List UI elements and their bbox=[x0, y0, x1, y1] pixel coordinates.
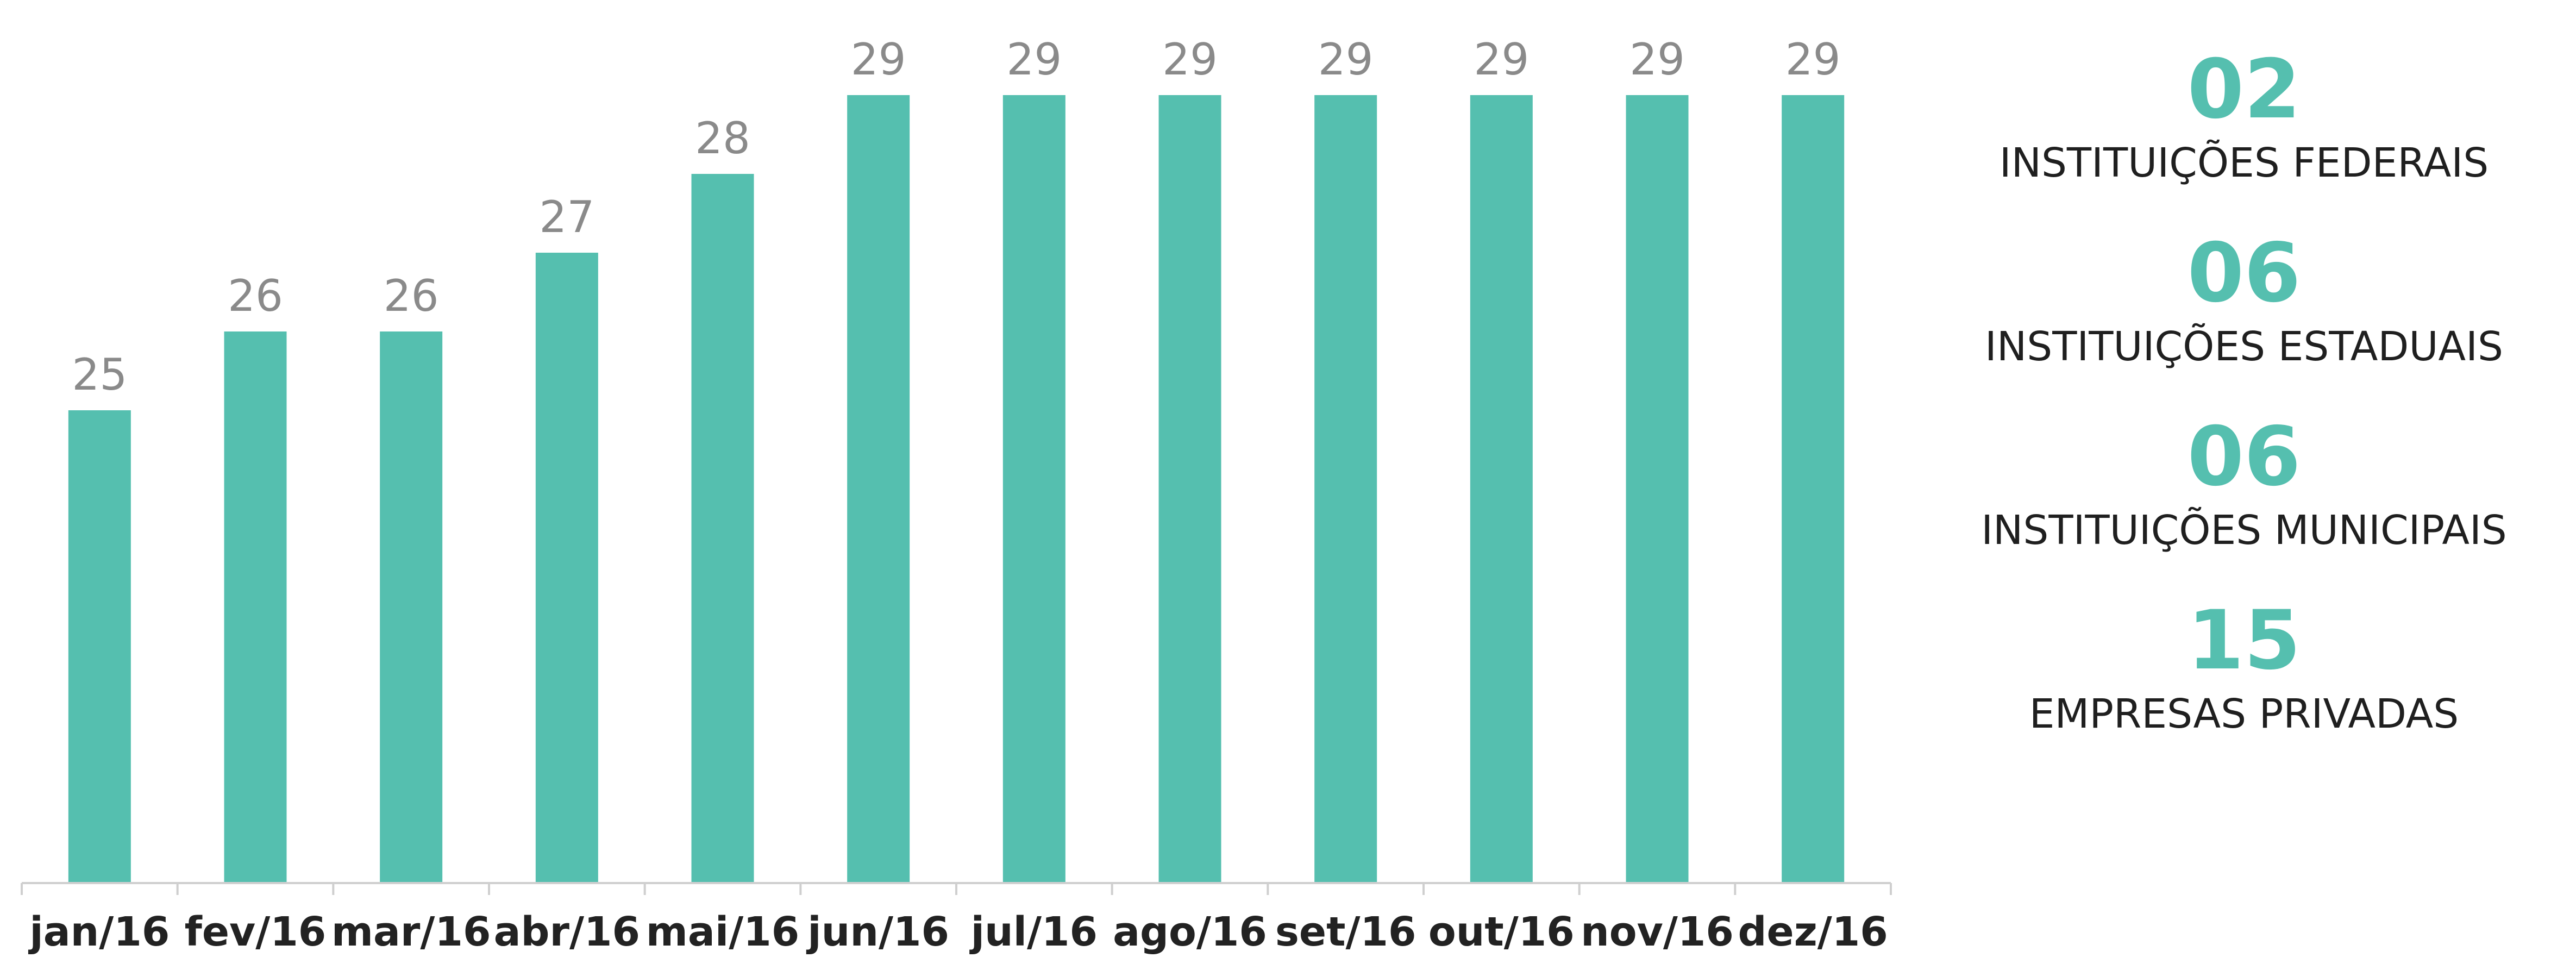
bar-value-label: 26 bbox=[228, 271, 283, 321]
stat-number: 02 bbox=[2187, 42, 2301, 137]
stat-privadas: 15 EMPRESAS PRIVADAS bbox=[1923, 594, 2565, 741]
bar-ago-16 bbox=[1158, 95, 1221, 883]
x-tick-label: fev/16 bbox=[185, 909, 327, 955]
stat-number: 15 bbox=[2187, 593, 2301, 688]
bar-mai-16 bbox=[691, 174, 754, 883]
x-tick-label: abr/16 bbox=[494, 909, 640, 955]
bars-group bbox=[68, 95, 1845, 883]
stat-number: 06 bbox=[2187, 226, 2301, 321]
x-tick-label: jul/16 bbox=[969, 909, 1098, 955]
stat-label: INSTITUIÇÕES MUNICIPAIS bbox=[1981, 507, 2507, 554]
bar-value-label: 29 bbox=[1006, 34, 1062, 85]
bar-value-label: 29 bbox=[1318, 34, 1374, 85]
bar-value-label: 29 bbox=[1629, 34, 1685, 85]
bar-jan-16 bbox=[68, 410, 131, 883]
stat-municipal: 06 INSTITUIÇÕES MUNICIPAIS bbox=[1923, 411, 2565, 558]
stat-label: EMPRESAS PRIVADAS bbox=[2029, 691, 2459, 737]
bar-set-16 bbox=[1314, 95, 1377, 883]
bar-mar-16 bbox=[380, 331, 443, 883]
bar-value-label: 29 bbox=[851, 34, 906, 85]
bar-value-label: 26 bbox=[384, 271, 439, 321]
x-tick-label: mai/16 bbox=[646, 909, 799, 955]
stat-number: 06 bbox=[2187, 410, 2301, 504]
bar-value-label: 29 bbox=[1474, 34, 1529, 85]
bar-value-label: 29 bbox=[1162, 34, 1218, 85]
bar-value-label: 28 bbox=[695, 113, 750, 164]
bar-jun-16 bbox=[847, 95, 910, 883]
bar-abr-16 bbox=[535, 253, 598, 883]
bar-fev-16 bbox=[224, 331, 287, 883]
x-tick-label: dez/16 bbox=[1738, 909, 1888, 955]
bar-value-label: 27 bbox=[539, 192, 594, 242]
x-tick-label: mar/16 bbox=[331, 909, 491, 955]
bar-out-16 bbox=[1470, 95, 1533, 883]
value-labels-group: 25 26 26 27 28 29 29 29 29 29 29 29 bbox=[72, 34, 1840, 400]
bar-value-label: 25 bbox=[72, 349, 127, 400]
stats-panel: 02 INSTITUIÇÕES FEDERAIS 06 INSTITUIÇÕES… bbox=[1923, 43, 2565, 778]
bar-jul-16 bbox=[1002, 95, 1066, 883]
x-tick-label: nov/16 bbox=[1581, 909, 1734, 955]
bar-value-label: 29 bbox=[1785, 34, 1841, 85]
bar-dez-16 bbox=[1782, 95, 1845, 883]
stat-federal: 02 INSTITUIÇÕES FEDERAIS bbox=[1923, 43, 2565, 190]
x-tick-label: out/16 bbox=[1428, 909, 1575, 955]
x-tick-label: jun/16 bbox=[806, 909, 949, 955]
stat-label: INSTITUIÇÕES ESTADUAIS bbox=[1985, 323, 2503, 370]
x-axis-ticks bbox=[21, 883, 1892, 895]
x-tick-label: jan/16 bbox=[28, 909, 170, 955]
x-tick-label: set/16 bbox=[1275, 909, 1417, 955]
stat-label: INSTITUIÇÕES FEDERAIS bbox=[1999, 140, 2489, 186]
bar-chart: 25 26 26 27 28 29 29 29 29 29 29 29 jan/16 fev/16 mar… bbox=[21, 34, 1892, 955]
stat-estadual: 06 INSTITUIÇÕES ESTADUAIS bbox=[1923, 227, 2565, 374]
category-labels-group: jan/16 fev/16 mar/16 abr/16 mai/16 jun/16 jul/… bbox=[28, 909, 1888, 955]
x-tick-label: ago/16 bbox=[1113, 909, 1267, 955]
bar-nov-16 bbox=[1626, 95, 1689, 883]
